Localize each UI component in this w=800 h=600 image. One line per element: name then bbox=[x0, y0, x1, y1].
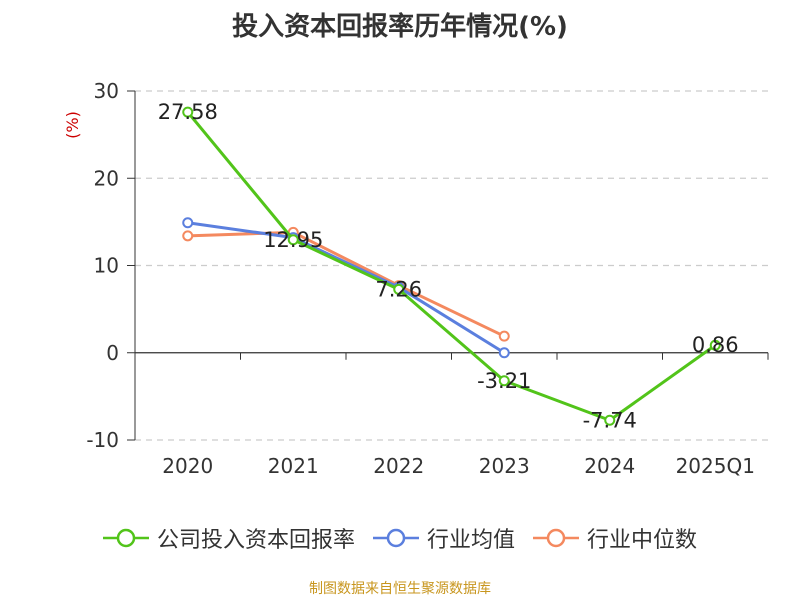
data-point bbox=[498, 375, 510, 387]
series-line bbox=[187, 230, 505, 338]
y-tick-label: 0 bbox=[106, 341, 119, 365]
y-axis-label: (%) bbox=[63, 111, 82, 139]
data-point bbox=[604, 414, 616, 426]
x-tick-label: 2025Q1 bbox=[676, 454, 755, 478]
data-point bbox=[498, 330, 510, 342]
data-labels: 27.58 12.95 7.26 -3.21 -7.74 0.86 bbox=[158, 100, 739, 432]
x-tick-label: 2024 bbox=[584, 454, 635, 478]
legend-swatch bbox=[533, 528, 579, 548]
data-label: 27.58 bbox=[158, 100, 218, 124]
data-point bbox=[393, 283, 405, 295]
series-layer bbox=[182, 106, 721, 426]
y-tick-label: 30 bbox=[94, 79, 119, 103]
x-tick-label: 2023 bbox=[479, 454, 530, 478]
data-label: 7.26 bbox=[375, 277, 422, 301]
data-point bbox=[182, 230, 194, 242]
data-point bbox=[498, 347, 510, 359]
data-point bbox=[709, 339, 721, 351]
chart-title: 投入资本回报率历年情况(%) bbox=[232, 12, 568, 42]
legend-item[interactable]: 公司投入资本回报率 bbox=[102, 522, 355, 554]
y-tick-label: 10 bbox=[94, 254, 119, 278]
x-tick-label: 2020 bbox=[162, 454, 213, 478]
legend-swatch bbox=[102, 528, 149, 548]
x-tick-label: 2022 bbox=[373, 454, 424, 478]
data-point bbox=[182, 106, 194, 118]
legend-swatch bbox=[372, 528, 419, 548]
legend-item[interactable]: 行业均值 bbox=[372, 522, 515, 554]
data-point bbox=[182, 217, 194, 229]
data-label: 12.95 bbox=[263, 228, 323, 252]
data-label: -7.74 bbox=[583, 408, 637, 432]
y-tick-label: -10 bbox=[86, 428, 119, 452]
legend-label: 公司投入资本回报率 bbox=[156, 528, 355, 553]
legend-label: 行业中位数 bbox=[587, 528, 698, 553]
series-line bbox=[186, 111, 717, 422]
source-note: 制图数据来自恒生聚源数据库 bbox=[309, 581, 491, 597]
gridlines bbox=[135, 90, 768, 441]
series-line bbox=[187, 221, 506, 355]
x-tick-label: 2021 bbox=[268, 454, 319, 478]
legend-item[interactable]: 行业中位数 bbox=[533, 522, 697, 554]
data-label: -3.21 bbox=[477, 369, 531, 393]
data-label: 0.86 bbox=[692, 333, 739, 357]
axes: 30 20 10 0 -10 2020 2021 2022 2023 2024 2025Q1 (%) bbox=[63, 79, 769, 478]
legend-label: 行业均值 bbox=[426, 528, 515, 553]
y-tick-label: 20 bbox=[94, 166, 119, 190]
data-point bbox=[287, 234, 299, 246]
legend: 公司投入资本回报率 行业均值 行业中位数 bbox=[0, 520, 800, 556]
